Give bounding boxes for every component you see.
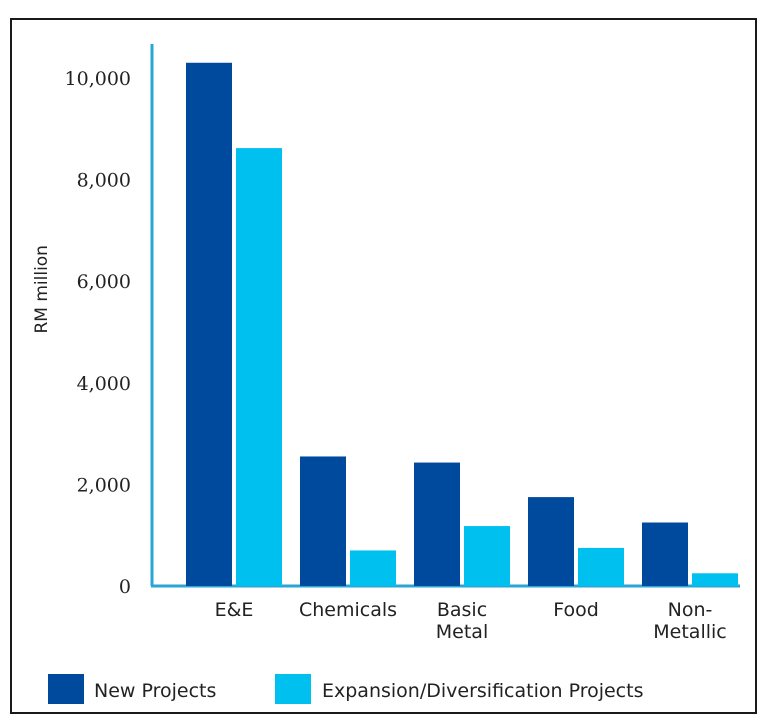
y-tick-label: 0	[119, 576, 131, 598]
y-tick-label: 6,000	[77, 271, 131, 293]
bar	[236, 148, 282, 586]
x-tick-label: Metallic	[653, 621, 726, 643]
bar	[464, 526, 510, 586]
y-tick-label: 10,000	[65, 68, 131, 90]
bar	[350, 550, 396, 586]
bar	[578, 547, 624, 586]
x-tick-label: Non-	[668, 599, 713, 621]
x-tick-label: Basic	[437, 599, 487, 621]
bar	[186, 62, 232, 586]
y-axis-title: RM million	[32, 245, 52, 334]
y-tick-label: 4,000	[77, 373, 131, 395]
bar	[414, 462, 460, 586]
y-tick-label: 2,000	[77, 474, 131, 496]
legend-swatch	[48, 674, 84, 704]
x-tick-label: Chemicals	[299, 599, 397, 621]
x-tick-label: E&E	[215, 599, 254, 621]
x-tick-label: Metal	[436, 621, 488, 643]
bar	[692, 573, 738, 586]
bar	[642, 522, 688, 586]
y-tick-label: 8,000	[77, 170, 131, 192]
chart-frame	[10, 18, 757, 714]
legend-label: New Projects	[94, 680, 216, 702]
legend-swatch	[275, 674, 311, 704]
x-tick-label: Food	[553, 599, 599, 621]
bar	[300, 456, 346, 586]
legend-label: Expansion/Diversification Projects	[322, 680, 643, 702]
bar	[528, 497, 574, 586]
